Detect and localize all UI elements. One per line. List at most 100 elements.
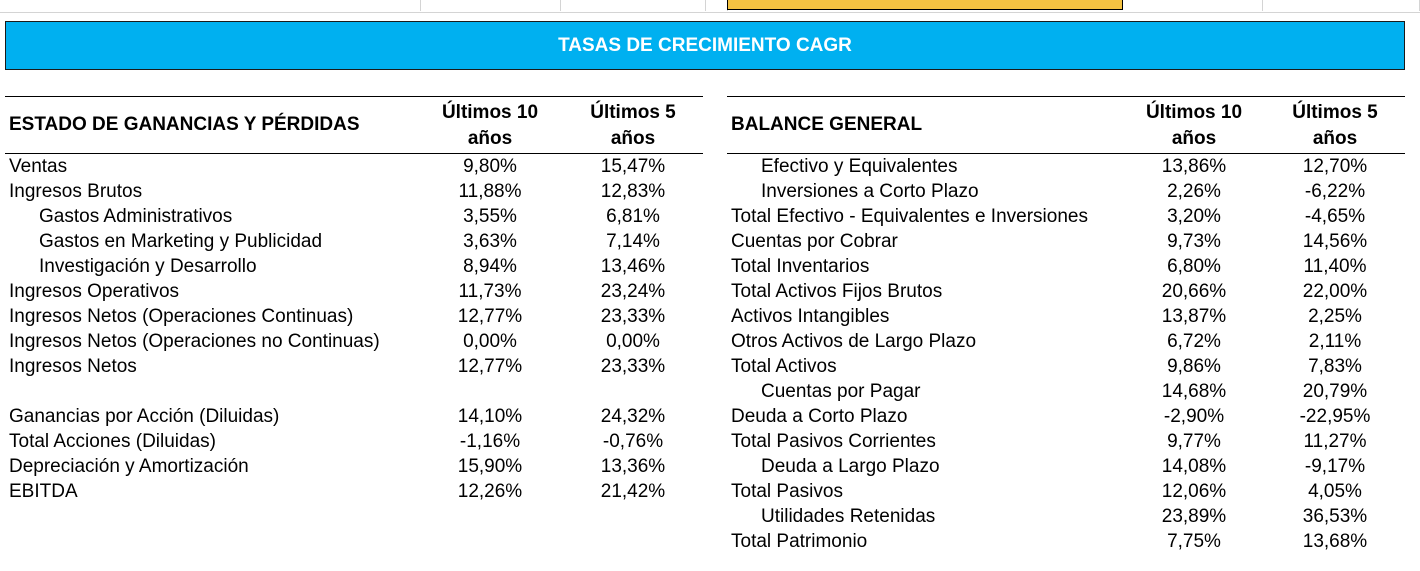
table-row[interactable]: Activos Intangibles 13,87% 2,25% [727, 304, 1405, 329]
value-5y: 7,14% [606, 231, 660, 252]
table-row[interactable]: Deuda a Corto Plazo -2,90% -22,95% [727, 404, 1405, 429]
value-5y: 15,47% [600, 156, 666, 177]
value-10y: 14,68% [1161, 381, 1227, 402]
table-row[interactable]: Total Activos 9,86% 7,83% [727, 354, 1405, 379]
value-10y: 13,86% [1161, 156, 1227, 177]
row-label: Ganancias por Acción (Diluidas) [9, 406, 280, 427]
table-row[interactable]: Total Efectivo - Equivalentes e Inversio… [727, 204, 1405, 229]
row-label: Total Pasivos Corrientes [731, 431, 936, 452]
value-10y: 12,26% [457, 481, 523, 502]
row-label: Total Activos [731, 356, 837, 377]
value-5y: 36,53% [1302, 506, 1368, 527]
sheet-cell[interactable] [1262, 0, 1420, 11]
col-header-10y-line2: años [467, 128, 513, 149]
value-5y: 23,33% [600, 356, 666, 377]
table-row[interactable]: Cuentas por Cobrar 9,73% 14,56% [727, 229, 1405, 254]
value-5y: 14,56% [1302, 231, 1368, 252]
row-label: Inversiones a Corto Plazo [761, 181, 979, 202]
col-header-10y-line1: Últimos 10 [441, 102, 539, 123]
value-5y: 12,83% [600, 181, 666, 202]
value-5y: 11,27% [1303, 431, 1367, 452]
row-label: Investigación y Desarrollo [39, 256, 257, 277]
value-5y: 2,11% [1308, 331, 1362, 352]
table-row[interactable]: Utilidades Retenidas 23,89% 36,53% [727, 504, 1405, 529]
table-row[interactable]: Total Activos Fijos Brutos 20,66% 22,00% [727, 279, 1405, 304]
value-10y: 12,06% [1161, 481, 1227, 502]
value-10y: 8,94% [463, 256, 517, 277]
sheet-cell[interactable] [560, 0, 706, 11]
col-header-5y: Últimos 5 años [568, 100, 698, 152]
table-row[interactable]: Ingresos Brutos 11,88% 12,83% [5, 179, 703, 204]
table-row[interactable]: Ingresos Netos (Operaciones Continuas) 12… [5, 304, 703, 329]
table-row[interactable]: Ventas 9,80% 15,47% [5, 154, 703, 179]
row-label: Total Efectivo - Equivalentes e Inversio… [731, 206, 1088, 227]
row-label: Cuentas por Cobrar [731, 231, 898, 252]
table-row[interactable]: Ingresos Netos (Operaciones no Continuas… [5, 329, 703, 354]
table-row[interactable]: Total Patrimonio 7,75% 13,68% [727, 529, 1405, 554]
table-row[interactable]: Ganancias por Acción (Diluidas) 14,10% 24,… [5, 404, 703, 429]
value-5y: 23,24% [600, 281, 666, 302]
value-10y: 14,08% [1161, 456, 1227, 477]
value-10y: 20,66% [1161, 281, 1227, 302]
row-label: Ingresos Netos [9, 356, 137, 377]
table-row[interactable]: Total Pasivos Corrientes 9,77% 11,27% [727, 429, 1405, 454]
balance-sheet-header: BALANCE GENERAL Últimos 10 años Últimos … [727, 96, 1405, 154]
value-10y: 9,73% [1167, 231, 1221, 252]
value-5y: 4,05% [1308, 481, 1362, 502]
table-row[interactable]: Total Acciones (Diluidas) -1,16% -0,76% [5, 429, 703, 454]
row-label: Deuda a Largo Plazo [761, 456, 940, 477]
value-10y: 2,26% [1167, 181, 1221, 202]
value-5y: 23,33% [600, 306, 666, 327]
sheet-cell[interactable] [0, 0, 421, 11]
value-5y: 20,79% [1302, 381, 1368, 402]
col-header-5y-line2: años [610, 128, 656, 149]
value-10y: 3,63% [463, 231, 517, 252]
row-label: Activos Intangibles [731, 306, 890, 327]
value-5y: 11,40% [1303, 256, 1367, 277]
sheet-cell[interactable] [420, 0, 561, 11]
value-5y: 0,00% [606, 331, 660, 352]
value-10y: 6,80% [1167, 256, 1221, 277]
value-10y: 11,73% [458, 281, 522, 302]
value-5y: 21,42% [600, 481, 666, 502]
value-10y: 15,90% [457, 456, 523, 477]
value-10y: 9,77% [1167, 431, 1221, 452]
value-5y: 12,70% [1302, 156, 1368, 177]
cagr-banner: TASAS DE CRECIMIENTO CAGR [5, 21, 1405, 70]
table-row[interactable] [5, 379, 703, 404]
value-5y: -9,17% [1304, 456, 1366, 477]
table-row[interactable]: Gastos en Marketing y Publicidad 3,63% 7,1… [5, 229, 703, 254]
table-row[interactable]: Cuentas por Pagar 14,68% 20,79% [727, 379, 1405, 404]
table-row[interactable]: Investigación y Desarrollo 8,94% 13,46% [5, 254, 703, 279]
table-row[interactable]: Gastos Administrativos 3,55% 6,81% [5, 204, 703, 229]
table-row[interactable]: Total Inventarios 6,80% 11,40% [727, 254, 1405, 279]
row-label: Ingresos Netos (Operaciones Continuas) [9, 306, 354, 327]
table-row[interactable]: Total Pasivos 12,06% 4,05% [727, 479, 1405, 504]
value-10y: 6,72% [1167, 331, 1221, 352]
sheet-cell[interactable] [705, 0, 728, 11]
col-header-10y: Últimos 10 años [1129, 100, 1259, 152]
value-5y: 7,83% [1308, 356, 1362, 377]
value-5y: -0,76% [602, 431, 664, 452]
value-5y: -4,65% [1304, 206, 1366, 227]
value-10y: 7,75% [1167, 531, 1221, 552]
table-row[interactable]: Ingresos Netos 12,77% 23,33% [5, 354, 703, 379]
table-row[interactable]: Ingresos Operativos 11,73% 23,24% [5, 279, 703, 304]
value-5y: 13,68% [1302, 531, 1368, 552]
table-row[interactable]: Inversiones a Corto Plazo 2,26% -6,22% [727, 179, 1405, 204]
income-statement-panel: ESTADO DE GANANCIAS Y PÉRDIDAS Últimos 1… [5, 96, 703, 504]
row-label: Total Patrimonio [731, 531, 868, 552]
table-row[interactable]: Efectivo y Equivalentes 13,86% 12,70% [727, 154, 1405, 179]
row-label: EBITDA [9, 481, 78, 502]
table-row[interactable]: EBITDA 12,26% 21,42% [5, 479, 703, 504]
value-5y: 6,81% [606, 206, 660, 227]
col-header-5y-line1: Últimos 5 [1292, 102, 1378, 123]
table-row[interactable]: Otros Activos de Largo Plazo 6,72% 2,11% [727, 329, 1405, 354]
selected-cell[interactable] [727, 0, 1123, 10]
table-row[interactable]: Deuda a Largo Plazo 14,08% -9,17% [727, 454, 1405, 479]
table-row[interactable]: Depreciación y Amortización 15,90% 13,36% [5, 454, 703, 479]
income-statement-title: ESTADO DE GANANCIAS Y PÉRDIDAS [9, 114, 360, 135]
spreadsheet-top-strip [0, 0, 1420, 13]
sheet-cell[interactable] [1122, 0, 1263, 11]
row-label: Deuda a Corto Plazo [731, 406, 908, 427]
